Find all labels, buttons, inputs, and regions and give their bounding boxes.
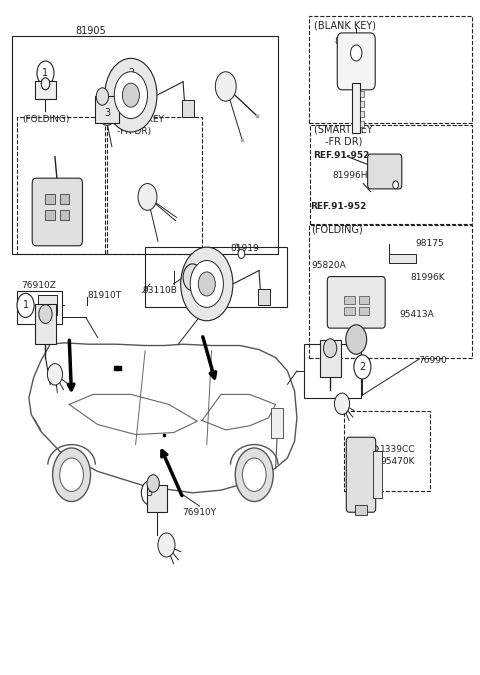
- Text: -FR DR): -FR DR): [325, 136, 363, 146]
- Circle shape: [53, 448, 91, 502]
- Bar: [304, 344, 361, 398]
- Circle shape: [346, 325, 367, 354]
- Bar: [35, 304, 56, 344]
- Text: 2: 2: [360, 362, 366, 372]
- Text: 76910Z: 76910Z: [21, 281, 56, 290]
- Text: 81910T: 81910T: [87, 292, 121, 300]
- Text: 2: 2: [128, 68, 134, 78]
- Text: 1339CC: 1339CC: [380, 446, 416, 454]
- Circle shape: [141, 481, 158, 505]
- Text: (SMART KEY: (SMART KEY: [109, 115, 163, 124]
- Text: 81918: 81918: [200, 264, 228, 273]
- Circle shape: [60, 458, 84, 491]
- Text: 76990: 76990: [418, 356, 447, 365]
- Circle shape: [39, 304, 52, 323]
- Bar: [360, 111, 364, 117]
- Circle shape: [96, 88, 108, 105]
- Text: 93110B: 93110B: [143, 286, 178, 295]
- Circle shape: [216, 72, 236, 101]
- Circle shape: [354, 355, 371, 379]
- Circle shape: [324, 339, 337, 358]
- Text: 98175: 98175: [416, 239, 444, 248]
- Circle shape: [158, 533, 175, 557]
- Bar: [182, 100, 194, 117]
- FancyBboxPatch shape: [327, 277, 385, 328]
- Bar: [360, 91, 364, 97]
- FancyBboxPatch shape: [337, 33, 375, 90]
- Text: 3: 3: [104, 108, 110, 118]
- Bar: [60, 211, 69, 220]
- Circle shape: [98, 101, 116, 126]
- Bar: [12, 36, 278, 254]
- Bar: [389, 254, 416, 263]
- Circle shape: [147, 475, 159, 492]
- Bar: [146, 485, 168, 512]
- Bar: [60, 194, 69, 204]
- Circle shape: [37, 61, 54, 85]
- Text: 76910Y: 76910Y: [182, 508, 217, 518]
- Circle shape: [41, 78, 50, 90]
- Text: REF.91-952: REF.91-952: [313, 151, 370, 160]
- FancyBboxPatch shape: [368, 154, 402, 189]
- Bar: [46, 194, 55, 204]
- Bar: [145, 247, 288, 307]
- Text: 95470K: 95470K: [380, 457, 414, 466]
- Bar: [359, 307, 369, 315]
- Circle shape: [238, 249, 245, 259]
- Circle shape: [180, 247, 233, 321]
- Circle shape: [138, 184, 157, 211]
- Bar: [355, 505, 367, 515]
- Bar: [360, 101, 364, 107]
- Text: 95413A: 95413A: [399, 310, 434, 319]
- Circle shape: [105, 58, 157, 132]
- Circle shape: [393, 181, 398, 189]
- Text: (SMART KEY: (SMART KEY: [313, 125, 372, 135]
- Bar: [271, 408, 283, 438]
- Text: (FOLDING): (FOLDING): [311, 224, 363, 234]
- Circle shape: [122, 83, 139, 107]
- Text: REF.91-952: REF.91-952: [310, 202, 367, 211]
- Circle shape: [198, 272, 216, 296]
- Text: 81996K: 81996K: [411, 273, 445, 281]
- Circle shape: [335, 393, 349, 414]
- Text: -FR DR): -FR DR): [117, 127, 151, 136]
- Circle shape: [48, 364, 62, 385]
- Bar: [352, 83, 360, 134]
- Circle shape: [17, 294, 34, 317]
- Circle shape: [235, 448, 273, 502]
- Bar: [258, 289, 270, 305]
- Circle shape: [114, 72, 147, 119]
- Text: 81996H: 81996H: [333, 171, 368, 180]
- Bar: [344, 296, 355, 304]
- Bar: [344, 307, 355, 315]
- Bar: [320, 340, 341, 377]
- Bar: [96, 97, 119, 124]
- Bar: [373, 452, 383, 498]
- Bar: [360, 122, 364, 127]
- Bar: [359, 296, 369, 304]
- Text: (BLANK KEY): (BLANK KEY): [313, 20, 375, 30]
- Circle shape: [190, 261, 223, 307]
- FancyBboxPatch shape: [32, 178, 83, 246]
- Bar: [17, 291, 62, 324]
- Text: 1: 1: [23, 300, 29, 310]
- Text: 81905: 81905: [75, 26, 106, 36]
- FancyBboxPatch shape: [346, 437, 376, 512]
- Circle shape: [122, 61, 139, 85]
- Text: 81996: 81996: [335, 37, 363, 46]
- Text: (FOLDING): (FOLDING): [22, 115, 69, 124]
- Circle shape: [350, 45, 362, 61]
- Text: 3: 3: [147, 488, 153, 497]
- Circle shape: [242, 458, 266, 491]
- Text: 95820A: 95820A: [311, 261, 346, 270]
- Bar: [38, 296, 57, 315]
- Circle shape: [183, 264, 202, 291]
- Bar: [35, 81, 56, 99]
- Text: 81919: 81919: [230, 244, 259, 253]
- Bar: [46, 211, 55, 220]
- Text: 1: 1: [42, 68, 48, 78]
